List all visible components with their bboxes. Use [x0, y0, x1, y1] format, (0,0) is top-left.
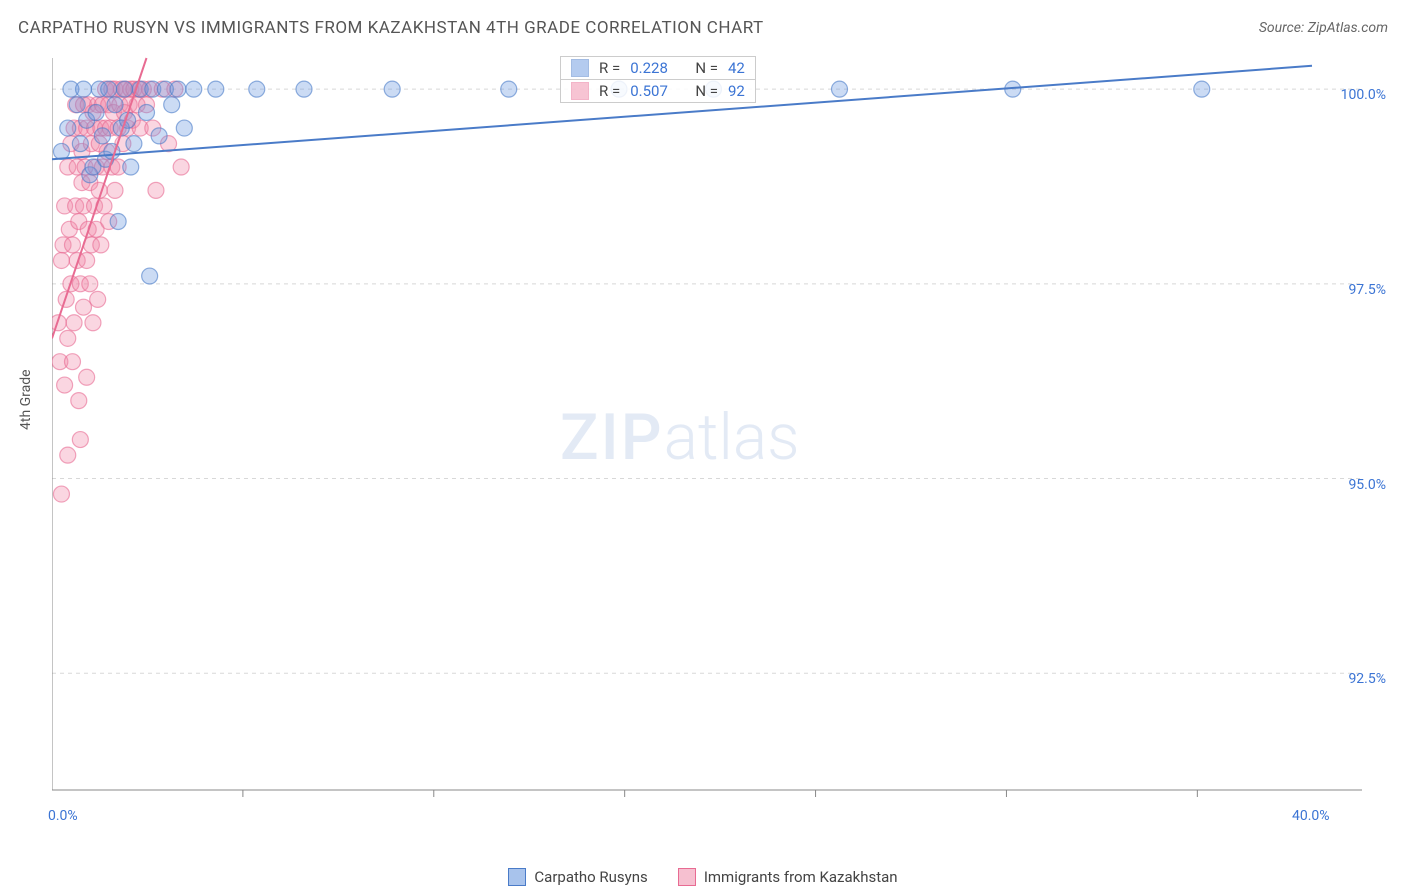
legend-swatch	[508, 868, 526, 886]
stat-n-label: N =	[695, 82, 718, 100]
stat-n-label: N =	[695, 59, 718, 77]
chart-title: CARPATHO RUSYN VS IMMIGRANTS FROM KAZAKH…	[18, 18, 764, 38]
series-swatch	[571, 82, 589, 100]
stats-row: R = 0.228 N = 42	[560, 56, 756, 80]
stat-r-value: 0.228	[630, 59, 668, 77]
y-tick-label: 92.5%	[1348, 671, 1386, 687]
stat-n-value: 92	[728, 82, 745, 100]
stat-n-value: 42	[728, 59, 745, 77]
plot-area	[52, 50, 1372, 810]
stat-r-label: R =	[599, 59, 620, 77]
scatter-chart	[52, 50, 1372, 810]
series-swatch	[571, 59, 589, 77]
source-label: Source: ZipAtlas.com	[1259, 20, 1388, 36]
x-tick-label: 0.0%	[48, 808, 78, 824]
stat-r-value: 0.507	[630, 82, 668, 100]
y-tick-label: 97.5%	[1348, 282, 1386, 298]
stat-r-label: R =	[599, 82, 620, 100]
title-row: CARPATHO RUSYN VS IMMIGRANTS FROM KAZAKH…	[18, 18, 1388, 38]
y-axis-label: 4th Grade	[18, 369, 34, 430]
legend-label: Immigrants from Kazakhstan	[704, 868, 898, 886]
legend-swatch	[678, 868, 696, 886]
stats-box: R = 0.228 N = 42 R = 0.507 N = 92	[560, 56, 756, 103]
legend-label: Carpatho Rusyns	[534, 868, 647, 886]
x-tick-label: 40.0%	[1292, 808, 1330, 824]
y-tick-label: 100.0%	[1341, 87, 1386, 103]
legend: Carpatho Rusyns Immigrants from Kazakhsta…	[0, 868, 1406, 886]
legend-item: Carpatho Rusyns	[508, 868, 647, 886]
legend-item: Immigrants from Kazakhstan	[678, 868, 898, 886]
stats-row: R = 0.507 N = 92	[560, 80, 756, 103]
y-tick-label: 95.0%	[1348, 477, 1386, 493]
